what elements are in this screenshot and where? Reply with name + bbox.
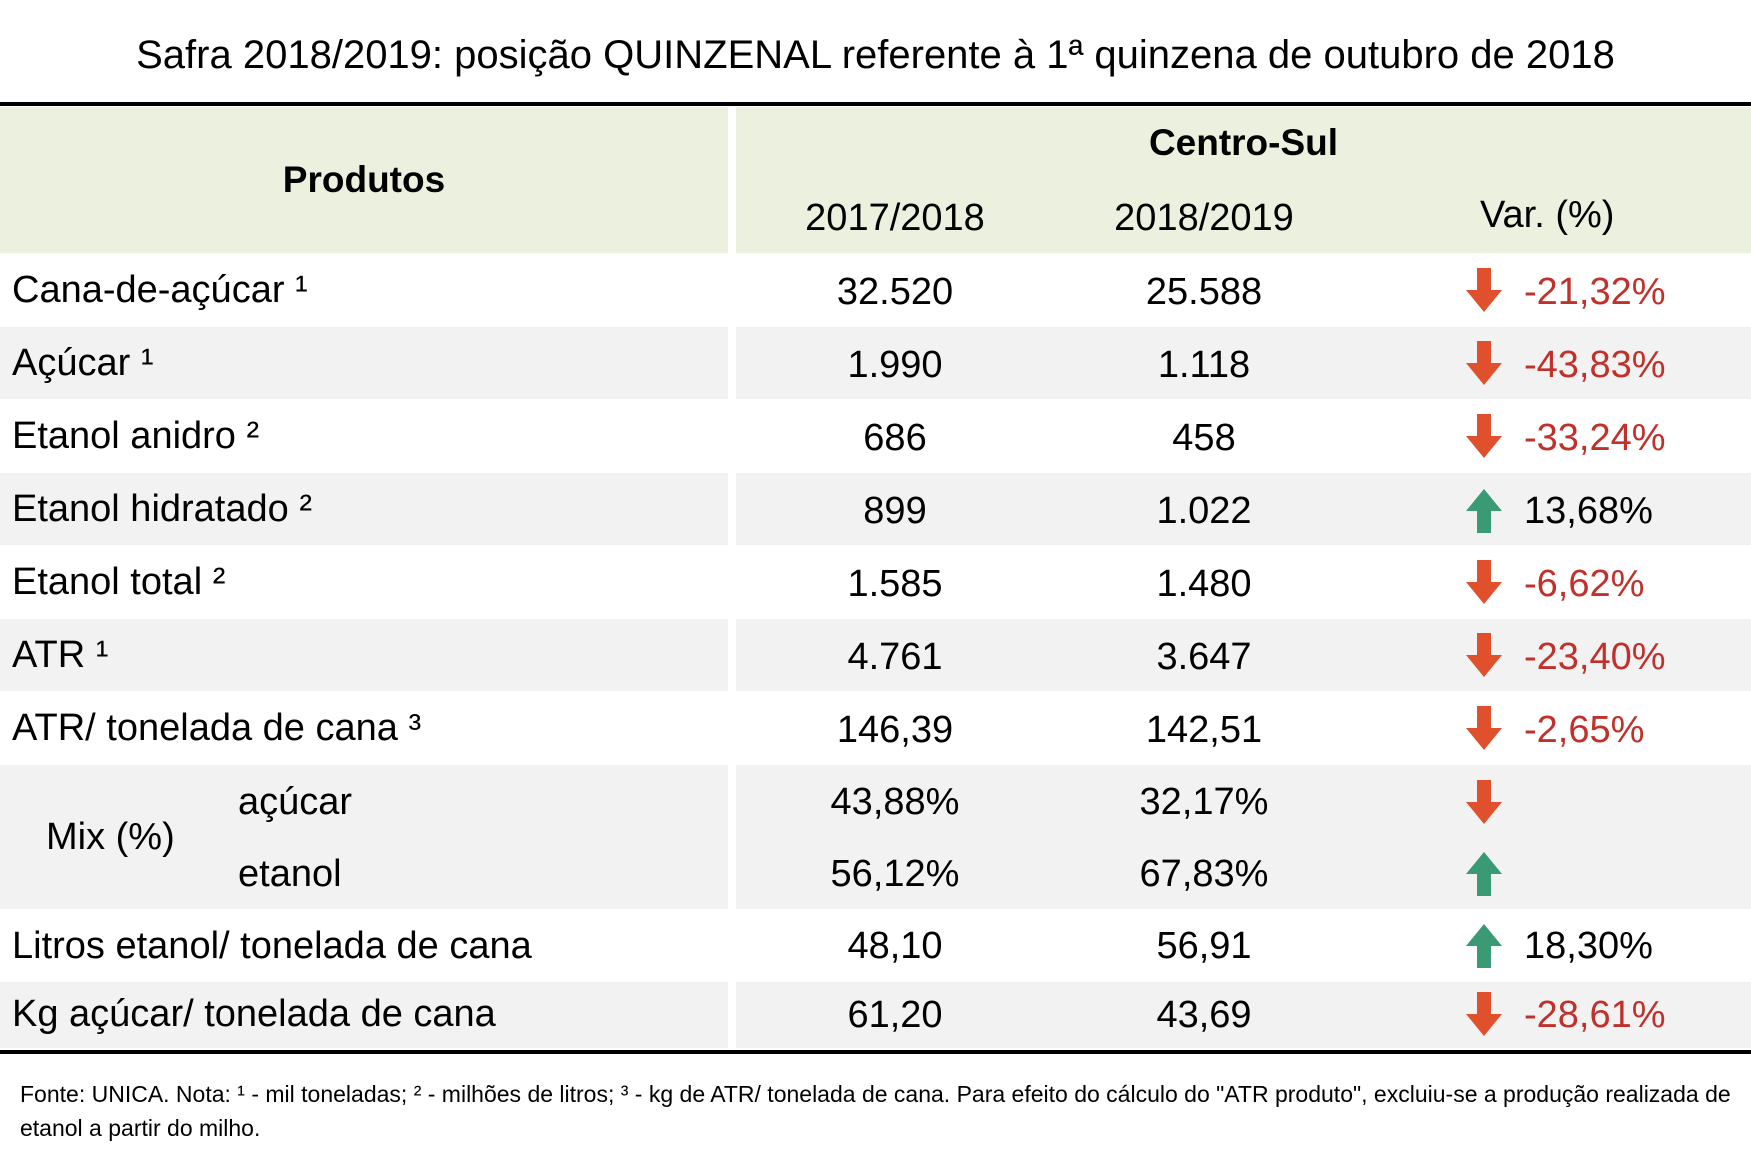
arrow-down-icon [1466,341,1502,385]
row-value-2018: 142,51 [1145,709,1263,751]
row-value-2017: 61,20 [847,994,943,1036]
row-value-2018: 3.647 [1156,636,1252,678]
top-rule [0,102,1751,106]
row-bg-right [736,327,1751,399]
header-col-2017: 2017/2018 [805,197,985,239]
row-variation: -2,65% [1524,709,1645,751]
row-variation: -33,24% [1524,417,1666,459]
mix-acucar-2017: 43,88% [830,781,960,823]
header-region: Centro-Sul [1148,122,1339,163]
row-value-2018: 458 [1172,417,1236,459]
row-value-2018: 1.118 [1157,344,1251,386]
row-label: Litros etanol/ tonelada de cana [12,925,532,967]
bottom-rule [0,1050,1751,1054]
row-variation: 13,68% [1524,490,1653,532]
row-label: Etanol total ² [12,561,226,603]
header-col-var: Var. (%) [1480,194,1615,236]
mix-label: Mix (%) [46,816,175,858]
arrow-down-icon [1466,268,1502,312]
row-value-2017: 899 [863,490,927,532]
row-bg-right [736,765,1751,909]
mix-acucar-2018: 32,17% [1139,781,1269,823]
row-value-2018: 56,91 [1156,925,1252,967]
page-title: Safra 2018/2019: posição QUINZENAL refer… [136,33,1615,77]
arrow-down-icon [1466,780,1502,824]
arrow-down-icon [1466,414,1502,458]
arrow-down-icon [1466,633,1502,677]
row-bg-left [0,619,728,691]
header-produtos-cell [0,107,728,253]
row-label: ATR ¹ [12,634,109,676]
row-value-2017: 1.585 [847,563,943,605]
header-region-cell [736,107,1751,253]
row-bg-left [0,982,728,1048]
row-variation: -43,83% [1524,344,1666,386]
row-value-2018: 43,69 [1156,994,1252,1036]
row-value-2017: 1.990 [847,344,943,386]
mix-etanol-2017: 56,12% [830,853,960,895]
row-value-2017: 32.520 [836,271,954,313]
arrow-down-icon [1466,992,1502,1036]
row-label: Açúcar ¹ [12,342,154,384]
row-bg-left [0,765,728,909]
row-variation: -23,40% [1524,636,1666,678]
mix-etanol-label: etanol [238,853,342,895]
row-label: Kg açúcar/ tonelada de cana [12,993,496,1035]
row-bg-right [736,619,1751,691]
row-value-2017: 48,10 [847,925,943,967]
arrow-up-icon [1466,489,1502,533]
row-variation: -6,62% [1524,563,1645,605]
row-variation: 18,30% [1524,925,1653,967]
row-label: Etanol anidro ² [12,415,260,457]
arrow-down-icon [1466,560,1502,604]
row-variation: -21,32% [1524,271,1666,313]
row-value-2018: 1.480 [1156,563,1252,605]
row-bg-right [736,982,1751,1048]
row-value-2017: 4.761 [847,636,943,678]
mix-acucar-label: açúcar [238,781,353,823]
row-value-2017: 146,39 [836,709,954,751]
row-value-2018: 25.588 [1145,271,1263,313]
row-bg-right [736,473,1751,545]
arrow-down-icon [1466,706,1502,750]
row-label: ATR/ tonelada de cana ³ [12,707,422,749]
row-value-2017: 686 [863,417,927,459]
row-label: Etanol hidratado ² [12,488,312,530]
arrow-up-icon [1466,924,1502,968]
row-bg-left [0,327,728,399]
row-label: Cana-de-açúcar ¹ [12,269,308,311]
arrow-up-icon [1466,852,1502,896]
row-bg-left [0,473,728,545]
mix-etanol-2018: 67,83% [1139,853,1269,895]
header-produtos: Produtos [282,159,446,200]
row-value-2018: 1.022 [1156,490,1252,532]
row-variation: -28,61% [1524,994,1666,1036]
header-col-2018: 2018/2019 [1114,197,1294,239]
footnote: Fonte: UNICA. Nota: ¹ - mil toneladas; ²… [20,1081,1731,1141]
